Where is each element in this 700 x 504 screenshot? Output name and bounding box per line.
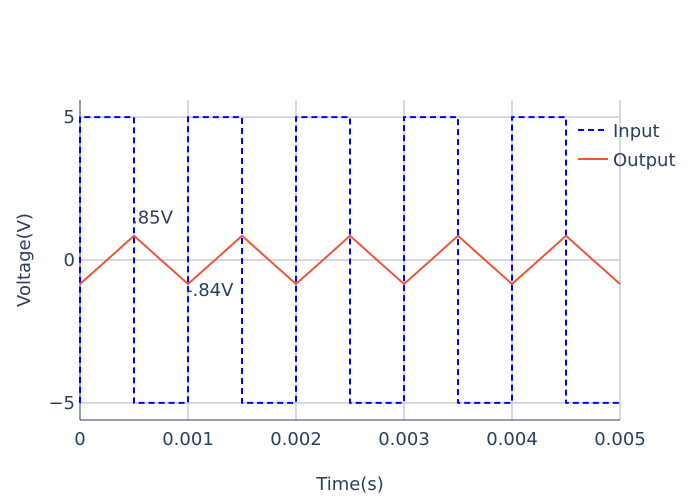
x-tick-label: 0.002: [270, 429, 322, 450]
y-tick-label: −5: [48, 393, 75, 414]
x-tick-label: 0.001: [162, 429, 214, 450]
legend-item-input[interactable]: Input: [578, 121, 660, 142]
y-axis-title: Voltage(V): [14, 213, 35, 307]
legend: Input Output: [578, 121, 676, 171]
legend-input-label: Input: [613, 121, 660, 142]
annotations: .85V -.84V: [132, 208, 234, 301]
series-lines: [79, 116, 621, 404]
x-tick-label: 0.003: [378, 429, 430, 450]
tick-labels: 0 0.001 0.002 0.003 0.004 0.005 −5 0 5: [48, 107, 645, 450]
x-tick-label: 0: [74, 429, 85, 450]
y-tick-label: 0: [64, 250, 75, 271]
x-tick-label: 0.005: [594, 429, 646, 450]
series-line-input: [79, 116, 620, 404]
x-tick-label: 0.004: [486, 429, 538, 450]
x-axis-title: Time(s): [315, 474, 383, 495]
legend-item-output[interactable]: Output: [578, 150, 676, 171]
annotation-label: -.84V: [186, 280, 234, 301]
annotation-label: .85V: [132, 208, 174, 229]
legend-output-label: Output: [613, 150, 676, 171]
series-line-output: [79, 234, 621, 285]
y-tick-label: 5: [64, 107, 75, 128]
